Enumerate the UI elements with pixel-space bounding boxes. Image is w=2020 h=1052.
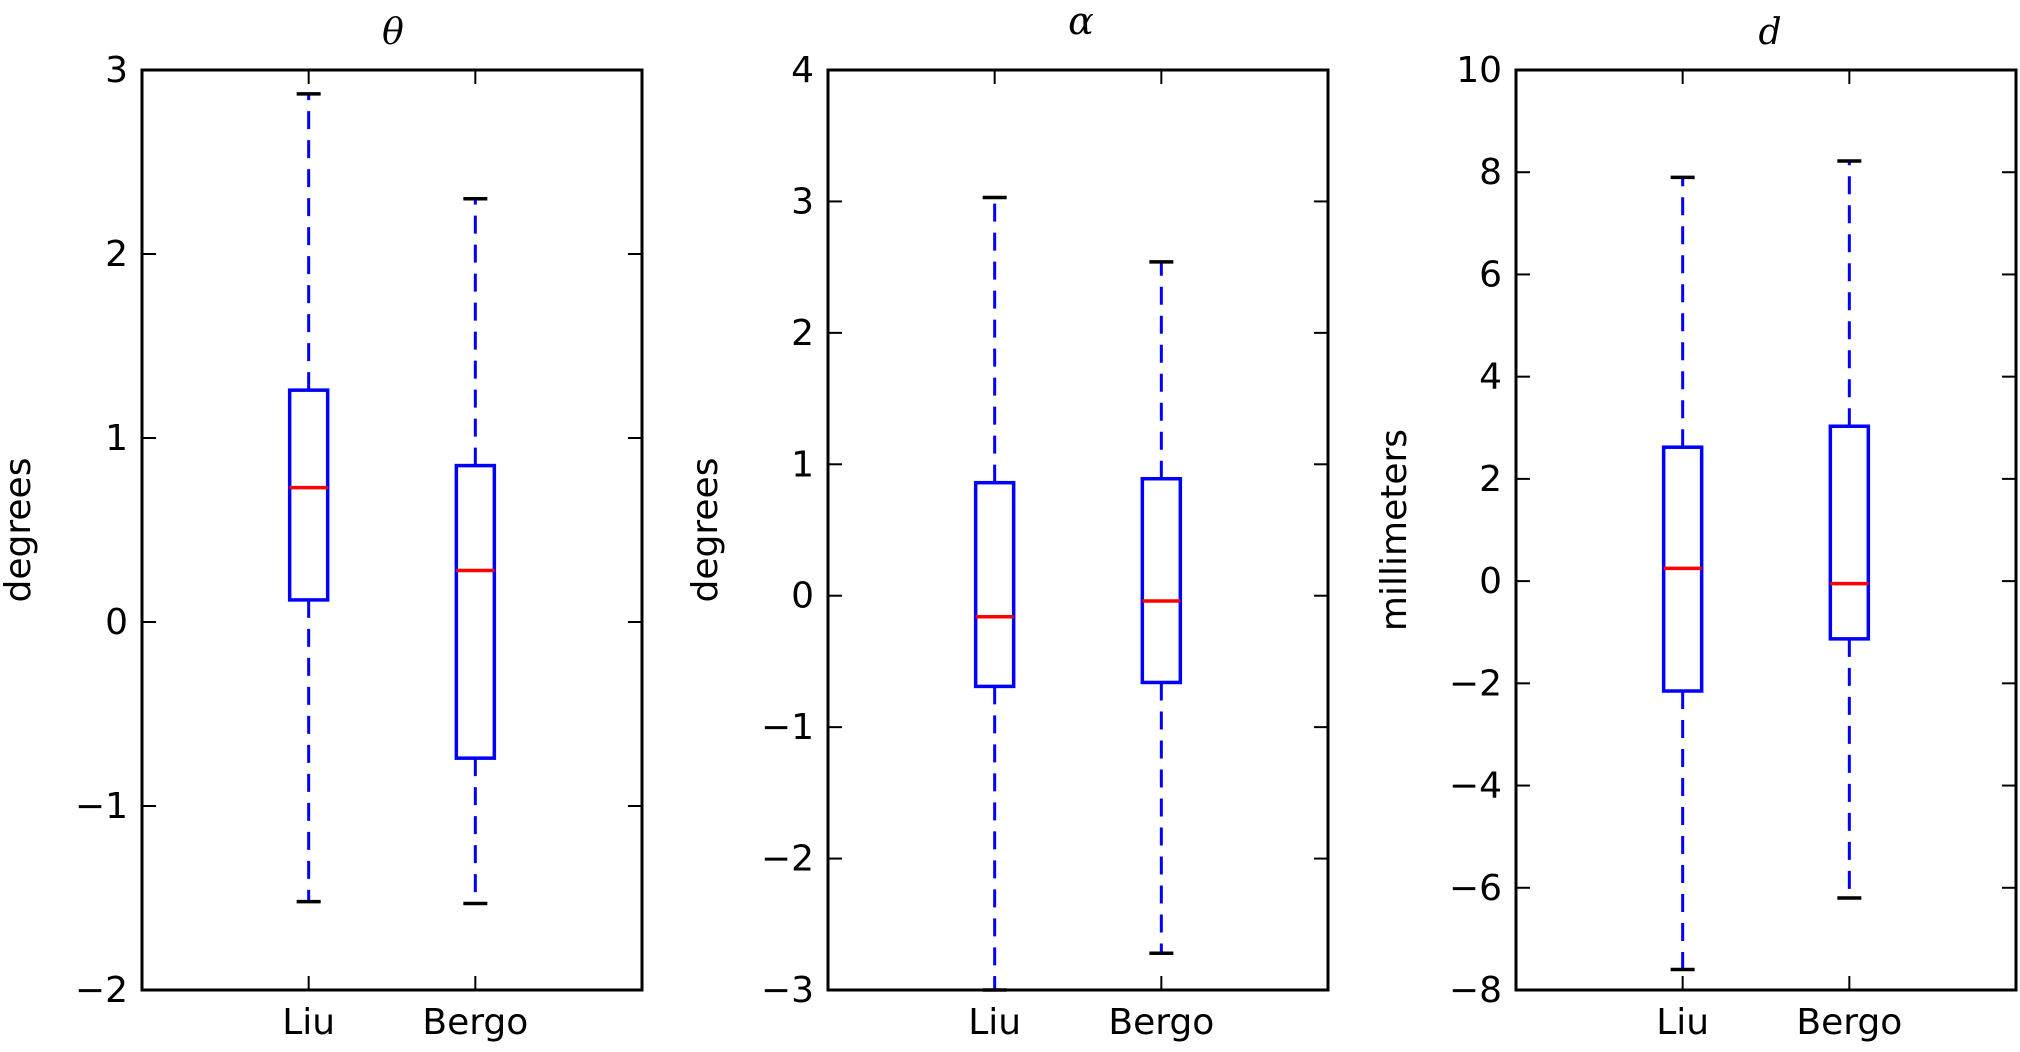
panel-title: θ xyxy=(382,12,404,53)
y-axis-label: degrees xyxy=(0,458,39,603)
panel-title: α xyxy=(1068,0,1094,43)
x-tick-label: Liu xyxy=(282,1002,335,1043)
panel-alpha: α degrees −3 −2 −1 0 1 2 3 4 Liu Bergo xyxy=(685,0,1330,1043)
iqr-box xyxy=(287,388,330,602)
axes-frame xyxy=(140,68,644,992)
iqr-box xyxy=(973,480,1016,689)
y-tick-label: 0 xyxy=(105,602,128,643)
y-tick-label: −3 xyxy=(761,970,814,1011)
box-bergo xyxy=(1828,159,1871,900)
y-tick-label: 4 xyxy=(1479,357,1502,398)
x-tick-label: Bergo xyxy=(1796,1002,1902,1043)
y-axis-label: degrees xyxy=(685,458,726,603)
x-tick-label: Bergo xyxy=(1108,1002,1214,1043)
panel-theta: θ degrees −2 −1 0 1 2 3 Liu Bergo xyxy=(0,12,644,1043)
y-tick-label: 2 xyxy=(1479,459,1502,500)
iqr-box xyxy=(1140,476,1183,685)
y-axis-label: millimeters xyxy=(1374,429,1415,631)
box-bergo xyxy=(1140,260,1183,955)
x-tick-label: Liu xyxy=(968,1002,1021,1043)
y-tick-label: 3 xyxy=(791,181,814,222)
y-tick-label: −2 xyxy=(761,839,814,880)
y-tick-label: −6 xyxy=(1449,868,1502,909)
axes-frame xyxy=(1514,68,2018,992)
y-tick-label: 0 xyxy=(1479,561,1502,602)
iqr-box xyxy=(454,463,497,760)
y-tick-label: −4 xyxy=(1449,766,1502,807)
y-tick-label: −2 xyxy=(75,970,128,1011)
y-tick-label: 2 xyxy=(791,313,814,354)
y-tick-label: 8 xyxy=(1479,152,1502,193)
box-liu xyxy=(973,195,1016,992)
y-tick-label: 4 xyxy=(791,50,814,91)
y-tick-label: −1 xyxy=(75,786,128,827)
x-tick-label: Liu xyxy=(1656,1002,1709,1043)
panel-title: d xyxy=(1758,12,1781,53)
y-tick-label: −1 xyxy=(761,707,814,748)
axes-frame xyxy=(826,68,1330,992)
y-tick-label: 0 xyxy=(791,576,814,617)
x-tick-label: Bergo xyxy=(422,1002,528,1043)
y-tick-label: −2 xyxy=(1449,663,1502,704)
box-liu xyxy=(287,92,330,904)
y-tick-label: 10 xyxy=(1456,50,1502,91)
box-liu xyxy=(1661,175,1704,972)
y-tick-label: 3 xyxy=(105,50,128,91)
panel-d: d millimeters −8 −6 −4 −2 0 2 4 6 8 10 Liu Bergo xyxy=(1374,12,2018,1043)
iqr-box xyxy=(1828,424,1871,641)
y-tick-label: 6 xyxy=(1479,254,1502,295)
y-tick-label: 1 xyxy=(791,444,814,485)
y-tick-label: −8 xyxy=(1449,970,1502,1011)
box-bergo xyxy=(454,197,497,906)
y-tick-label: 1 xyxy=(105,418,128,459)
y-tick-label: 2 xyxy=(105,234,128,275)
